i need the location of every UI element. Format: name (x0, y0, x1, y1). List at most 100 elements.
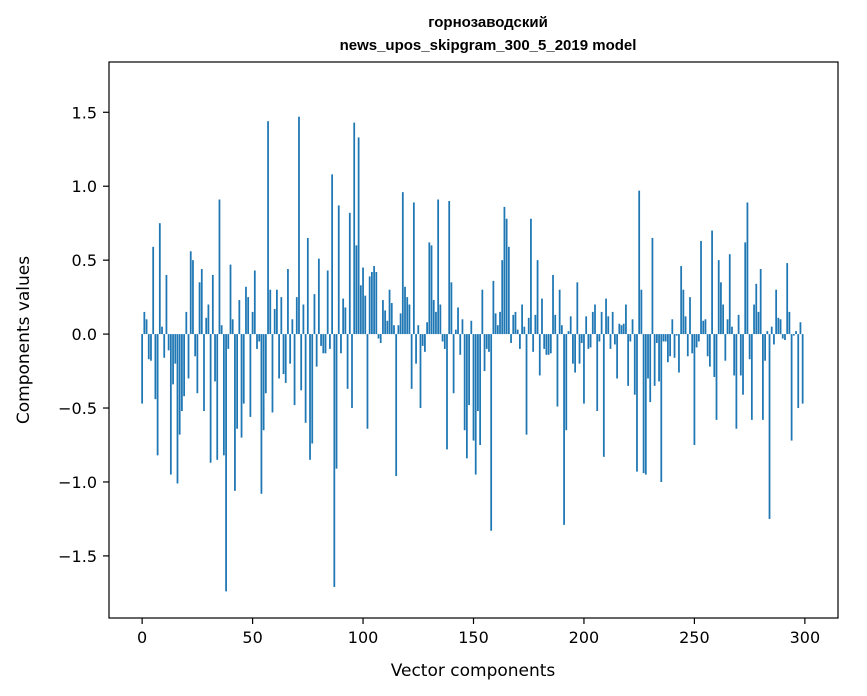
bar (443, 334, 446, 349)
bar (214, 334, 216, 382)
bar (731, 326, 733, 335)
y-tick-label: 0.0 (72, 325, 97, 344)
bar (744, 242, 747, 335)
bar (189, 251, 192, 335)
bar (788, 311, 791, 335)
bar (284, 334, 287, 383)
bar (768, 334, 771, 519)
y-tick-label: −0.5 (58, 399, 97, 418)
bar (187, 334, 190, 379)
bar (322, 334, 325, 354)
y-tick-label: 0.5 (72, 251, 97, 270)
bar (355, 245, 358, 335)
bar (649, 334, 652, 403)
bar (702, 320, 705, 335)
bar (790, 334, 793, 441)
bar (220, 325, 223, 335)
bar (625, 304, 627, 335)
bar (678, 334, 680, 373)
bar (161, 326, 163, 335)
bar (644, 334, 647, 475)
bar (317, 258, 320, 335)
bar (371, 271, 373, 335)
bar (507, 246, 510, 335)
bar (417, 325, 420, 335)
y-tick-label: 1.0 (72, 177, 97, 196)
bar (492, 280, 495, 335)
bar (439, 304, 442, 335)
bar (203, 334, 205, 411)
bar (198, 282, 201, 335)
bar (412, 202, 415, 335)
bar (247, 297, 250, 335)
bar (435, 311, 437, 335)
bar (298, 116, 300, 335)
bar (711, 230, 713, 335)
bar (348, 212, 351, 335)
bar (519, 334, 521, 349)
bar (503, 206, 506, 335)
bar (733, 334, 736, 376)
bar (574, 334, 576, 373)
bar (410, 334, 413, 389)
bar (510, 334, 512, 343)
bar (267, 121, 269, 335)
bar (627, 334, 630, 386)
bar (366, 334, 369, 429)
bar (753, 304, 755, 335)
bar (271, 334, 274, 413)
bar (717, 260, 720, 335)
bar (485, 334, 488, 349)
bar (474, 334, 477, 475)
bar (167, 334, 170, 351)
bar (424, 334, 426, 352)
bar (178, 334, 181, 435)
bar (346, 334, 349, 389)
bar (505, 218, 508, 335)
bar (258, 334, 261, 342)
bar (724, 334, 727, 361)
bar (468, 334, 470, 406)
bar (594, 304, 596, 335)
bar (282, 334, 285, 375)
bar (675, 334, 678, 336)
bar (673, 334, 676, 358)
bar (589, 334, 592, 348)
bar (437, 199, 440, 335)
bar (311, 334, 314, 444)
bar (638, 190, 641, 335)
bar (523, 326, 526, 335)
bar (499, 311, 501, 335)
bar (145, 319, 148, 335)
y-tick-label: 1.5 (72, 103, 97, 122)
bar (245, 286, 247, 335)
bar (333, 334, 336, 587)
bar (481, 289, 484, 335)
bar (205, 317, 208, 335)
bar (194, 334, 197, 357)
bar (607, 316, 610, 335)
bar (152, 246, 155, 335)
bar (614, 334, 616, 345)
bar (684, 316, 687, 335)
bar (664, 334, 667, 342)
bar (605, 298, 607, 335)
bar (609, 334, 612, 349)
bar (364, 295, 367, 335)
bar (147, 334, 150, 360)
bar (287, 269, 289, 335)
y-tick-label: −1.5 (58, 547, 97, 566)
bar (569, 316, 572, 335)
bar (565, 334, 568, 431)
bar (572, 334, 574, 364)
bar (397, 325, 400, 335)
bar (748, 334, 751, 360)
bar (225, 334, 227, 592)
bar (786, 263, 789, 335)
bar (536, 260, 539, 335)
bar (441, 334, 444, 342)
x-axis-label: Vector components (391, 661, 556, 681)
bar (207, 304, 210, 335)
bar (631, 319, 634, 335)
